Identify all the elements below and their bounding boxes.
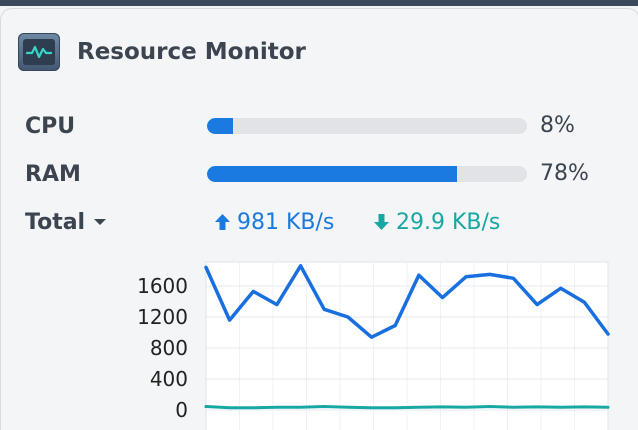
upload-series-line xyxy=(204,264,610,339)
upload-rate-value: 981 KB/s xyxy=(237,209,335,235)
ram-label: RAM xyxy=(25,161,81,187)
y-tick-label: 0 xyxy=(175,398,188,422)
cpu-usage-bar-fill xyxy=(207,118,233,134)
chevron-down-icon xyxy=(94,219,107,225)
y-tick-label: 1600 xyxy=(137,274,188,298)
window-top-strip xyxy=(0,0,638,6)
widget-header: Resource Monitor xyxy=(18,32,306,72)
ram-row: RAM xyxy=(25,158,81,190)
download-series-line xyxy=(204,405,610,410)
cpu-usage-bar xyxy=(207,118,527,134)
ram-usage-bar-fill xyxy=(207,166,457,182)
y-tick-label: 400 xyxy=(150,367,188,391)
ram-usage-bar xyxy=(207,166,527,182)
download-rate-value: 29.9 KB/s xyxy=(396,209,501,235)
chart-series xyxy=(204,264,610,410)
total-label: Total xyxy=(25,209,86,235)
cpu-row: CPU xyxy=(25,110,75,142)
upload-arrow-icon xyxy=(214,213,231,231)
cpu-label: CPU xyxy=(25,113,76,139)
resource-monitor-icon xyxy=(18,33,60,71)
download-arrow-icon xyxy=(373,213,390,231)
chart-grid xyxy=(206,262,608,430)
widget-title: Resource Monitor xyxy=(77,39,306,65)
ram-percent: 78% xyxy=(540,161,589,186)
total-dropdown[interactable]: Total xyxy=(25,209,107,235)
y-tick-label: 1200 xyxy=(137,305,188,329)
y-tick-label: 800 xyxy=(150,336,188,360)
download-rate: 29.9 KB/s xyxy=(373,206,500,238)
cpu-percent: 8% xyxy=(540,113,575,138)
total-row: Total xyxy=(25,206,107,238)
upload-rate: 981 KB/s xyxy=(214,206,334,238)
chart-y-ticks: 1600 1200 800 400 0 xyxy=(137,274,188,422)
network-throughput-chart: 1600 1200 800 400 0 xyxy=(137,261,610,430)
